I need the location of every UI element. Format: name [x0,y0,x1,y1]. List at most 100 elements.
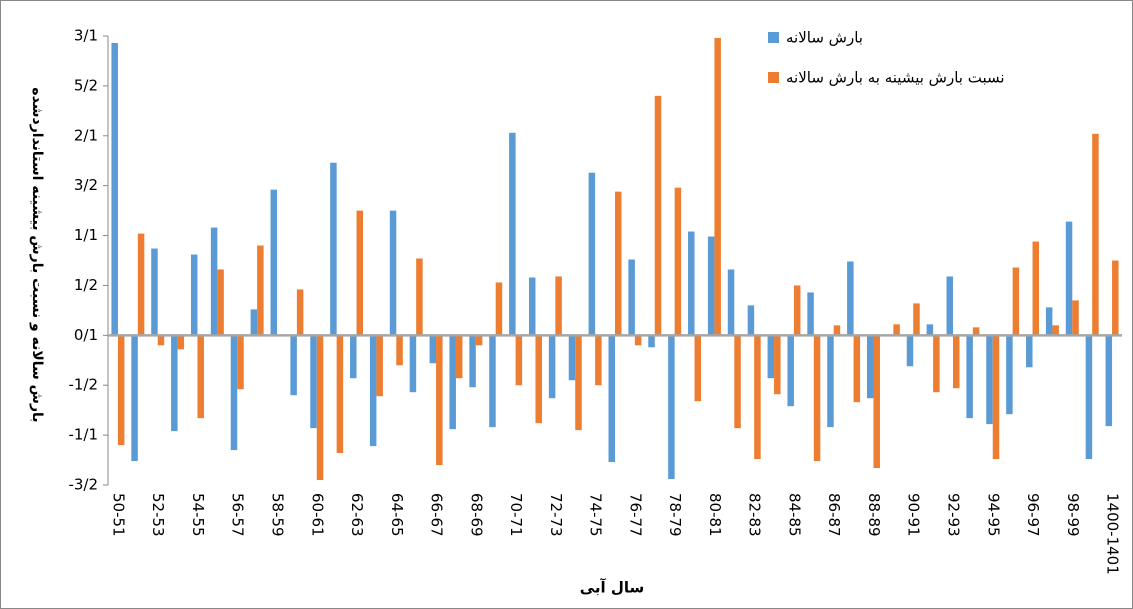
y-tick-label: 2/1 [74,126,98,144]
bar [455,335,463,379]
x-tick-label: 70-71 [507,493,525,537]
bar [634,335,642,346]
y-tick-label: -3/2 [68,476,98,494]
bar [707,236,715,336]
bar [827,335,834,428]
bar [296,289,304,336]
bar [509,132,516,336]
bar [694,335,702,402]
bar [648,335,655,348]
bar [688,231,695,336]
bar [1032,241,1040,336]
bar [555,276,562,336]
bar [131,335,138,462]
bar [953,335,960,389]
bar [906,335,914,367]
bar [217,269,224,336]
bar [608,335,615,463]
x-tick-label: 82-83 [746,493,764,537]
bar [1092,133,1099,336]
bar [389,210,397,336]
bar [396,335,403,366]
x-tick-label: 88-89 [865,493,883,537]
bar [873,335,880,469]
bar [866,335,874,399]
x-tick-label: 94-95 [984,493,1002,537]
bar [535,335,542,424]
x-tick-label: 92-93 [945,493,963,537]
x-tick-label: 50-51 [109,493,127,537]
bar [356,210,364,336]
y-tick-label: -1/1 [68,426,98,444]
bar [628,259,635,336]
bar [913,303,920,336]
bar [793,285,801,336]
x-tick-label: 62-63 [348,493,366,537]
bar [469,335,476,388]
bar [489,335,496,428]
bar [615,191,622,336]
bar [237,335,244,390]
bar [376,335,383,397]
bar [754,335,761,460]
legend-swatch [768,72,779,83]
x-tick-label: 80-81 [706,493,724,537]
x-tick-label: 74-75 [587,493,605,537]
bar [190,254,198,336]
x-tick-label: 52-53 [149,493,167,537]
bar [369,335,377,447]
bar [933,335,940,393]
bar [668,335,675,480]
bar [747,305,755,336]
bar [847,261,854,336]
bar [177,335,185,350]
bar [1012,267,1020,336]
y-tick-label: 3/1 [74,27,98,45]
x-tick-label: 96-97 [1024,493,1042,537]
bar [449,335,456,430]
y-tick-label: 0/1 [74,326,98,344]
bar [972,327,980,336]
bar [813,335,821,462]
x-tick-label: 54-55 [189,493,207,537]
bar [575,335,582,431]
bar [290,335,297,396]
bar [727,269,735,336]
bar [992,335,1000,460]
bar [429,335,437,364]
bar [774,335,781,395]
bar [515,335,523,386]
bar [1072,300,1079,336]
bar [436,335,443,466]
y-tick-label: 1/1 [74,226,98,244]
bar [767,335,775,379]
bar [157,335,165,346]
bar [151,248,158,336]
bar [568,335,576,381]
bar [475,335,483,346]
bar [250,309,258,336]
bar [336,335,344,454]
bar [350,335,357,379]
bar [654,95,662,336]
bar [595,335,602,386]
legend-label: بارش سالانه [786,29,863,47]
bar [1065,221,1073,336]
bar [137,233,145,336]
x-tick-label: 78-79 [666,493,684,537]
x-tick-label: 68-69 [467,493,485,537]
bar [1105,335,1113,427]
legend-swatch [768,32,779,43]
x-axis-title: سال آبی [580,579,645,597]
bar [210,227,218,336]
bar [1045,307,1053,336]
x-tick-label: 64-65 [388,493,406,537]
y-tick-label: 1/2 [74,276,98,294]
bar [416,258,423,336]
bar [270,189,277,336]
bar [528,277,536,336]
bar [1006,335,1013,415]
bar [1052,325,1059,336]
bar [310,335,317,429]
